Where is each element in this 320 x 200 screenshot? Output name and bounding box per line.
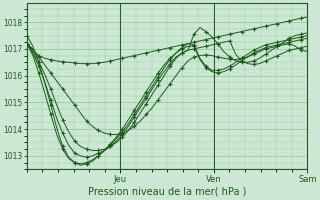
X-axis label: Pression niveau de la mer( hPa ): Pression niveau de la mer( hPa ) <box>88 187 246 197</box>
